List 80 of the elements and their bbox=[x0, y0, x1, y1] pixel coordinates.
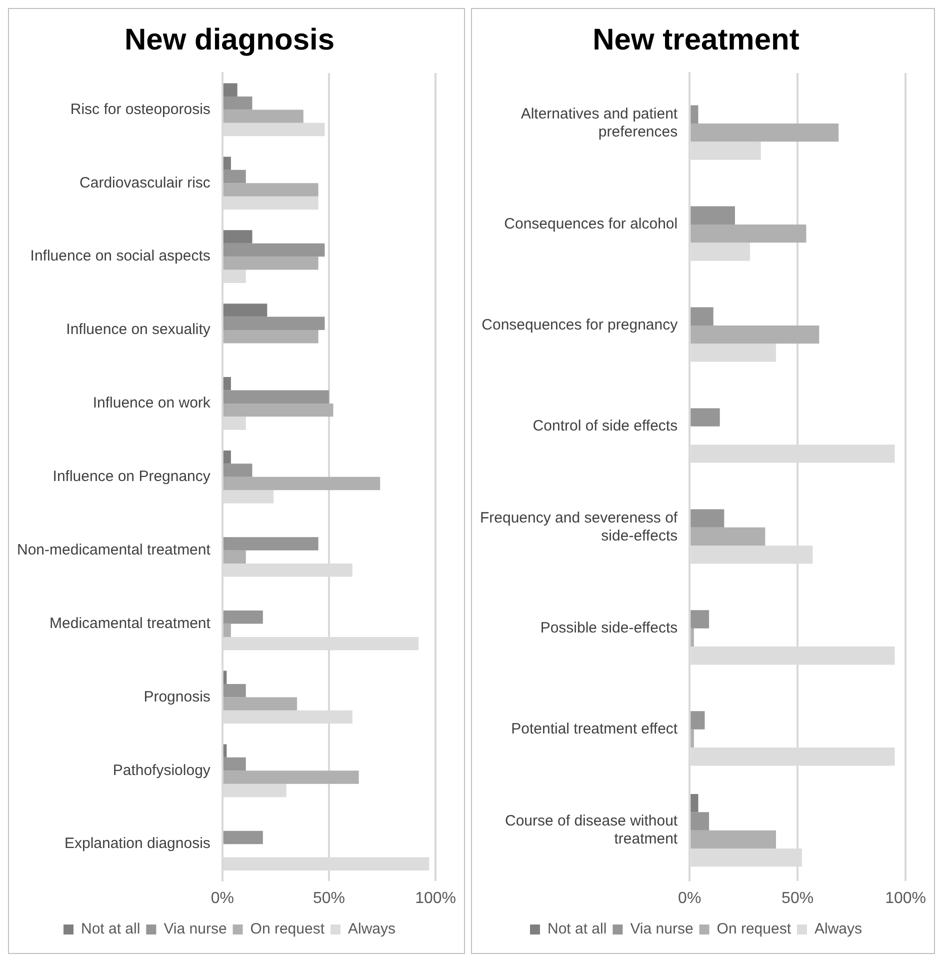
bar bbox=[223, 183, 318, 196]
bar bbox=[223, 316, 325, 330]
bar bbox=[223, 156, 231, 170]
x-tick-label: 0% bbox=[678, 890, 702, 907]
y-tick-label: Course of disease without treatment bbox=[505, 812, 678, 848]
legend-label: Via nurse bbox=[164, 920, 227, 938]
x-tick-label: 100% bbox=[885, 890, 926, 907]
bar bbox=[690, 794, 698, 812]
bar bbox=[223, 550, 246, 564]
y-tick-label: Prognosis bbox=[144, 688, 210, 706]
bar bbox=[690, 105, 698, 124]
bar bbox=[223, 830, 263, 844]
bar bbox=[223, 476, 380, 490]
bar bbox=[223, 390, 329, 404]
bar bbox=[223, 744, 227, 758]
y-tick-label: Cardiovasculair risc bbox=[80, 174, 211, 192]
x-tick-label: 100% bbox=[415, 890, 456, 907]
y-tick-label: Non-medicamental treatment bbox=[16, 541, 212, 558]
bar bbox=[223, 243, 325, 257]
bar bbox=[690, 711, 705, 730]
bar bbox=[223, 304, 268, 317]
y-tick-label: Consequences for pregnancy bbox=[482, 316, 678, 334]
x-tick-label: 50% bbox=[782, 890, 814, 907]
y-tick-label: Influence on social aspects bbox=[30, 248, 210, 265]
legend-label: On request bbox=[250, 920, 326, 938]
x-tick-label: 50% bbox=[312, 890, 345, 907]
bar bbox=[690, 610, 710, 628]
bar bbox=[223, 110, 304, 123]
y-tick-label: Control of side effects bbox=[532, 418, 678, 435]
y-tick-label: Possible side-effects bbox=[540, 620, 678, 637]
x-tick-label: 0% bbox=[210, 890, 234, 907]
bar bbox=[223, 610, 263, 624]
y-tick-label: Pathofysiology bbox=[112, 762, 211, 779]
y-tick-label: Alternatives and patient preferences bbox=[520, 106, 678, 141]
y-tick-label: Frequency and severeness of side-effects bbox=[480, 510, 678, 545]
bar bbox=[223, 770, 359, 784]
bar bbox=[223, 464, 252, 477]
bar bbox=[690, 123, 839, 142]
bar bbox=[223, 330, 318, 344]
bar bbox=[690, 527, 766, 546]
y-tick-label: Medicamental treatment bbox=[50, 614, 212, 632]
y-tick-label: Risc for osteoporosis bbox=[70, 100, 210, 118]
bar bbox=[223, 697, 298, 710]
bar bbox=[223, 230, 252, 244]
chart-title: New diagnosis bbox=[124, 23, 335, 56]
y-tick-label: Explanation diagnosis bbox=[64, 835, 210, 852]
legend-label: On request bbox=[716, 920, 792, 938]
y-tick-label: Influence on sexuality bbox=[66, 321, 211, 338]
bar bbox=[690, 812, 710, 830]
bar bbox=[223, 256, 318, 270]
bar bbox=[690, 628, 694, 647]
legend-label: Not at all bbox=[80, 920, 140, 938]
bar bbox=[690, 206, 735, 224]
bar bbox=[223, 403, 334, 417]
y-tick-label: Influence on work bbox=[92, 394, 211, 412]
bar bbox=[690, 729, 694, 748]
legend-label: Not at all bbox=[547, 920, 607, 938]
bar bbox=[223, 624, 231, 637]
bar bbox=[223, 83, 238, 96]
bar bbox=[223, 450, 231, 464]
bar bbox=[223, 377, 231, 390]
bar bbox=[690, 509, 724, 528]
y-tick-label: Potential treatment effect bbox=[511, 720, 678, 738]
y-tick-label: Influence on Pregnancy bbox=[52, 468, 211, 486]
y-tick-label: Consequences for alcohol bbox=[504, 216, 678, 233]
bar bbox=[223, 537, 318, 550]
bar bbox=[690, 307, 714, 326]
bar bbox=[223, 170, 246, 184]
bar bbox=[223, 96, 252, 110]
bar bbox=[223, 670, 227, 684]
legend-label: Always bbox=[348, 920, 396, 938]
legend-label: Via nurse bbox=[630, 920, 694, 938]
bar bbox=[690, 325, 820, 344]
chart-title: New treatment bbox=[592, 23, 800, 56]
bar bbox=[223, 684, 246, 698]
legend-label: Always bbox=[814, 920, 862, 938]
bar bbox=[690, 224, 806, 243]
bar bbox=[690, 408, 720, 426]
bar bbox=[690, 830, 776, 848]
bar bbox=[223, 757, 246, 771]
